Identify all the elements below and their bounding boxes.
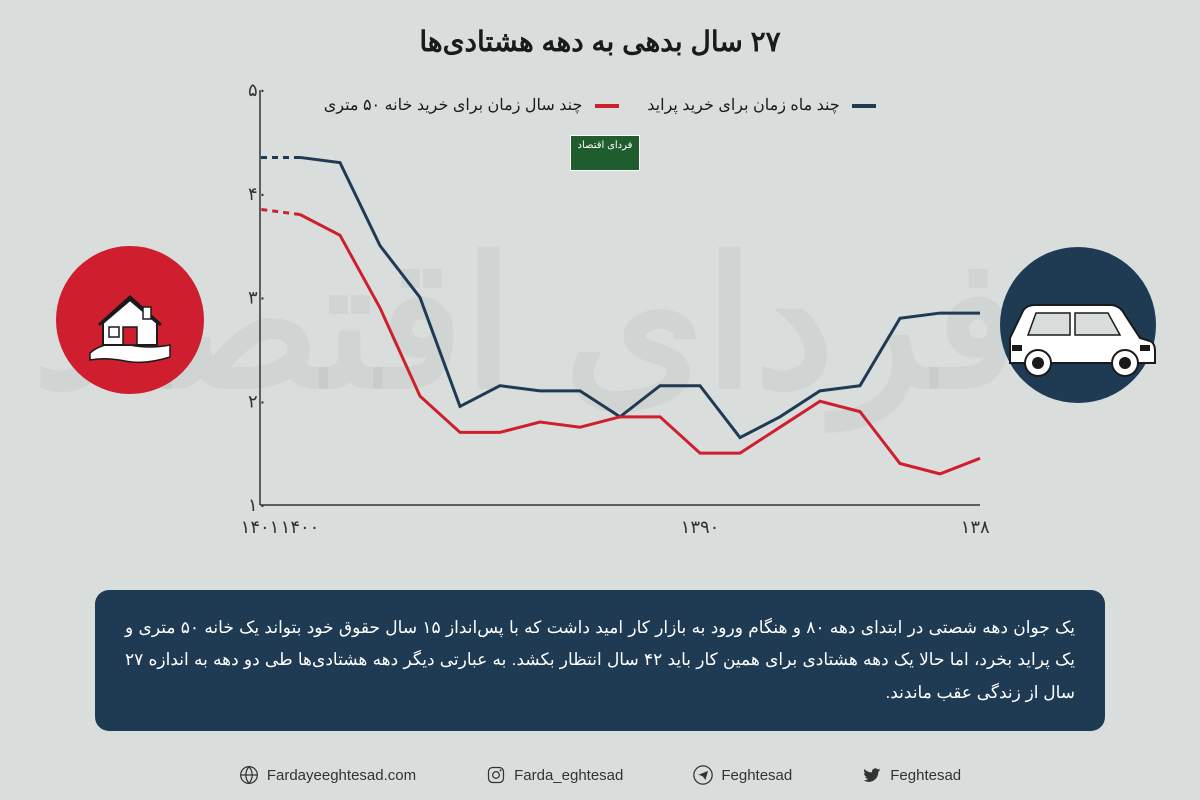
svg-text:۳۰: ۳۰: [248, 288, 267, 308]
car-icon: [990, 245, 1165, 405]
svg-text:۱۴۰۱: ۱۴۰۱: [241, 517, 280, 537]
footer-twitter: Feghtesad: [862, 765, 961, 785]
description-box: یک جوان دهه شصتی در ابتدای دهه ۸۰ و هنگا…: [95, 590, 1105, 731]
globe-icon: [239, 765, 259, 785]
instagram-icon: [486, 765, 506, 785]
footer-instagram-text: Farda_eghtesad: [514, 767, 623, 784]
house-hand-icon: [55, 245, 205, 395]
footer-twitter-text: Feghtesad: [890, 767, 961, 784]
footer-links: Fardayeeghtesad.com Farda_eghtesad Feght…: [0, 765, 1200, 785]
footer-telegram: Feghtesad: [693, 765, 792, 785]
svg-text:۲۰: ۲۰: [248, 391, 267, 411]
svg-text:۱۴۰۰: ۱۴۰۰: [281, 517, 320, 537]
telegram-icon: [693, 765, 713, 785]
twitter-icon: [862, 765, 882, 785]
footer-website: Fardayeeghtesad.com: [239, 765, 416, 785]
footer-instagram: Farda_eghtesad: [486, 765, 623, 785]
footer-website-text: Fardayeeghtesad.com: [267, 767, 416, 784]
svg-text:۱۳۸۳: ۱۳۸۳: [961, 517, 990, 537]
line-chart: ۱۰ ۲۰ ۳۰ ۴۰ ۵۰ ۱۳۸۳ ۱۳۹۰ ۱۴۰۰۱۴۰۱: [210, 75, 990, 545]
svg-text:۱۰: ۱۰: [248, 495, 267, 515]
svg-text:۴۰: ۴۰: [248, 184, 267, 204]
svg-text:۱۳۹۰: ۱۳۹۰: [681, 517, 720, 537]
page-title: ۲۷ سال بدهی به دهه هشتادی‌ها: [0, 0, 1200, 58]
svg-text:۵۰: ۵۰: [248, 80, 267, 100]
chart-svg: ۱۰ ۲۰ ۳۰ ۴۰ ۵۰ ۱۳۸۳ ۱۳۹۰ ۱۴۰۰۱۴۰۱: [210, 75, 990, 545]
footer-telegram-text: Feghtesad: [721, 767, 792, 784]
